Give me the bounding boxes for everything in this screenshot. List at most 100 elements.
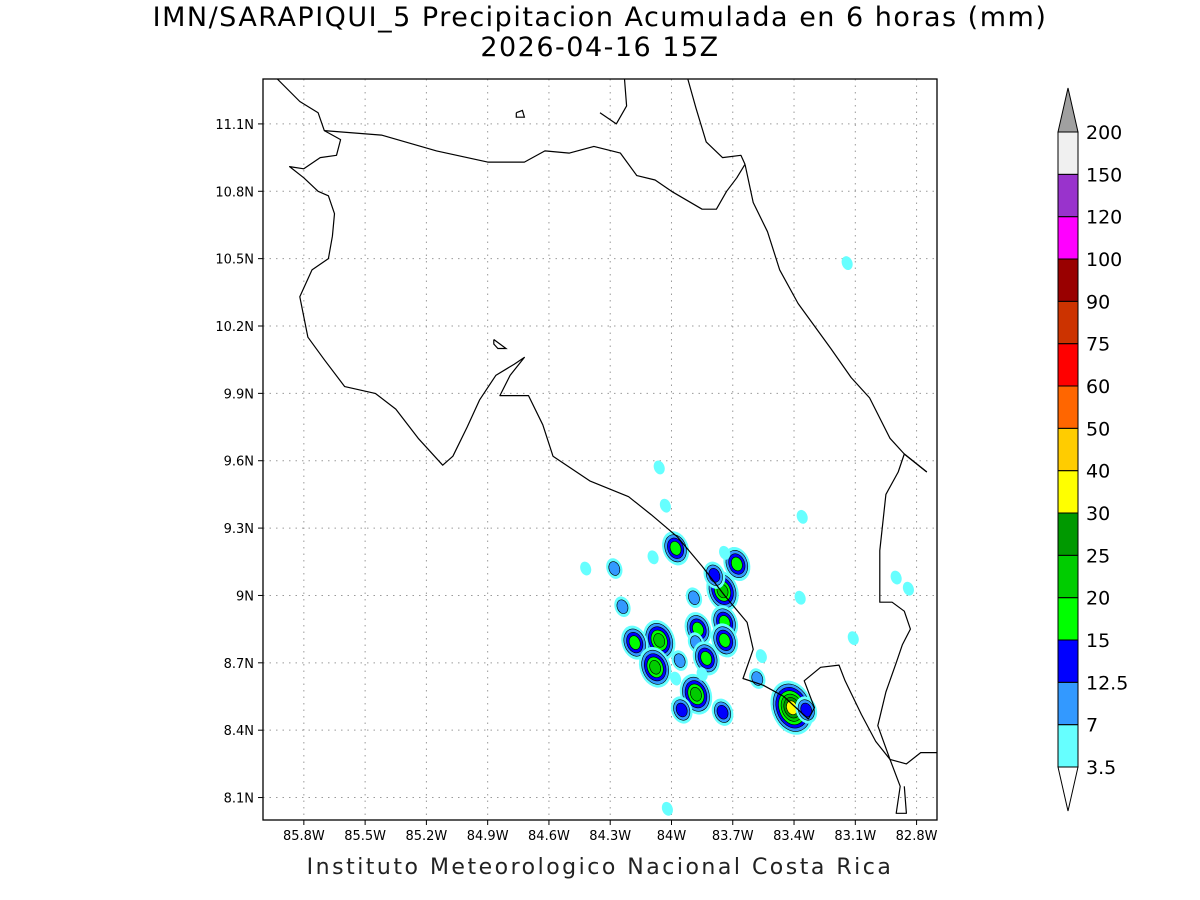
- colorbar-box: [1057, 300, 1079, 345]
- precip-cell: [662, 531, 690, 566]
- colorbar-box: [1057, 554, 1079, 599]
- precip-cell: [794, 590, 806, 605]
- island-outline: [493, 339, 508, 350]
- coastline: [687, 79, 746, 165]
- precip-cell: [719, 545, 731, 560]
- y-tick-label: 10.2N: [215, 320, 254, 335]
- x-tick-label: 82.8W: [896, 829, 938, 844]
- y-tick-label: 10.5N: [215, 253, 254, 268]
- graticule-grid: [263, 79, 937, 820]
- map-frame: [262, 78, 938, 821]
- precip-cell: [696, 667, 708, 681]
- colorbar-label: 120: [1086, 207, 1122, 229]
- colorbar-label: 3.5: [1086, 757, 1116, 779]
- precip-contour: [649, 660, 661, 675]
- precip-cell: [711, 698, 734, 726]
- precip-cell: [638, 646, 672, 688]
- colorbar-box: [1057, 597, 1079, 641]
- x-tick-label: 85.8W: [283, 829, 325, 844]
- colorbar-label: 25: [1086, 545, 1110, 567]
- y-tick-label: 8.1N: [224, 792, 254, 807]
- colorbar-label: 15: [1086, 630, 1110, 652]
- y-tick-label: 9.3N: [224, 522, 254, 537]
- colorbar-label: 20: [1086, 588, 1110, 610]
- precip-cell: [670, 671, 682, 686]
- x-tick-label: 84.6W: [528, 829, 570, 844]
- precip-cell: [659, 498, 671, 513]
- institution-credit: Instituto Meteorologico Nacional Costa R…: [306, 855, 894, 880]
- precip-cell: [890, 570, 902, 585]
- precip-contour: [847, 631, 859, 646]
- precip-cell: [703, 561, 726, 589]
- precip-contour: [653, 633, 666, 648]
- colorbar-label: 30: [1086, 503, 1110, 525]
- precip-cell: [723, 546, 751, 582]
- precip-contour: [794, 590, 806, 605]
- coastline-layer: [276, 79, 937, 814]
- colorbar-box: [1057, 385, 1079, 429]
- precip-contour: [647, 550, 659, 565]
- precip-contour: [653, 460, 665, 475]
- x-tick-label: 85.2W: [405, 829, 447, 844]
- precip-contour: [718, 633, 731, 648]
- precip-cell: [685, 587, 703, 609]
- precip-cell: [653, 460, 665, 475]
- precip-contour: [890, 570, 902, 585]
- colorbar-box: [1057, 173, 1079, 218]
- coastline: [744, 164, 928, 473]
- x-tick-label: 83.4W: [773, 829, 815, 844]
- coastline: [877, 453, 937, 765]
- precip-contour: [690, 687, 702, 702]
- precip-cell: [606, 558, 623, 579]
- map-plot-area: [263, 79, 937, 820]
- precip-cell: [755, 649, 767, 664]
- colorbar-box: [1057, 216, 1079, 260]
- precip-contour: [580, 561, 592, 576]
- precip-contour: [902, 581, 914, 596]
- colorbar-label: 200: [1086, 122, 1122, 144]
- precip-cell: [580, 561, 592, 576]
- precip-cell: [671, 650, 688, 671]
- y-tick-label: 9N: [236, 589, 254, 604]
- precipitation-field: [580, 256, 914, 816]
- precip-cell: [621, 625, 649, 660]
- colorbar-box: [1057, 258, 1079, 302]
- colorbar-label: 50: [1086, 418, 1110, 440]
- precip-contour: [716, 704, 729, 720]
- y-tick-label: 8.4N: [224, 724, 254, 739]
- precip-contour: [700, 651, 713, 666]
- colorbar-box: [1057, 639, 1079, 683]
- colorbar-under-arrow: [1057, 766, 1079, 812]
- precip-cell: [670, 696, 693, 724]
- precip-contour: [841, 256, 853, 271]
- colorbar-label: 40: [1086, 461, 1110, 483]
- colorbar-box: [1057, 681, 1079, 726]
- precip-contour: [670, 671, 682, 686]
- colorbar-label: 12.5: [1086, 672, 1128, 694]
- x-tick-label: 84.9W: [467, 829, 509, 844]
- x-tick-label: 83.1W: [834, 829, 876, 844]
- x-tick-label: 85.5W: [344, 829, 386, 844]
- longitude-axis: 85.8W 85.5W 85.2W 84.9W 84.6W 84.3W 84W 83.7W 83…: [283, 820, 938, 844]
- precipitation-colorbar: 3.5 7 12.5 15 20 25 30 40 50 60 75 90 100 120 150 200: [1057, 87, 1128, 812]
- colorbar-label: 100: [1086, 249, 1122, 271]
- precip-contour: [696, 667, 708, 681]
- y-tick-label: 8.7N: [224, 657, 254, 672]
- precip-contour: [616, 599, 629, 614]
- colorbar-label: 150: [1086, 164, 1122, 186]
- precip-contour: [673, 653, 686, 668]
- precip-cell: [647, 550, 659, 565]
- colorbar-box: [1057, 343, 1079, 387]
- precip-contour: [675, 702, 688, 718]
- colorbar-label: 75: [1086, 334, 1110, 356]
- precip-cell: [692, 641, 720, 676]
- y-tick-label: 9.9N: [224, 387, 254, 402]
- lake-outline: [515, 109, 526, 118]
- precip-contour: [719, 545, 731, 560]
- precip-contour: [659, 498, 671, 513]
- precip-contour: [628, 635, 641, 650]
- precip-cell: [711, 623, 739, 658]
- x-tick-label: 84.3W: [589, 829, 631, 844]
- y-tick-label: 9.6N: [224, 455, 254, 470]
